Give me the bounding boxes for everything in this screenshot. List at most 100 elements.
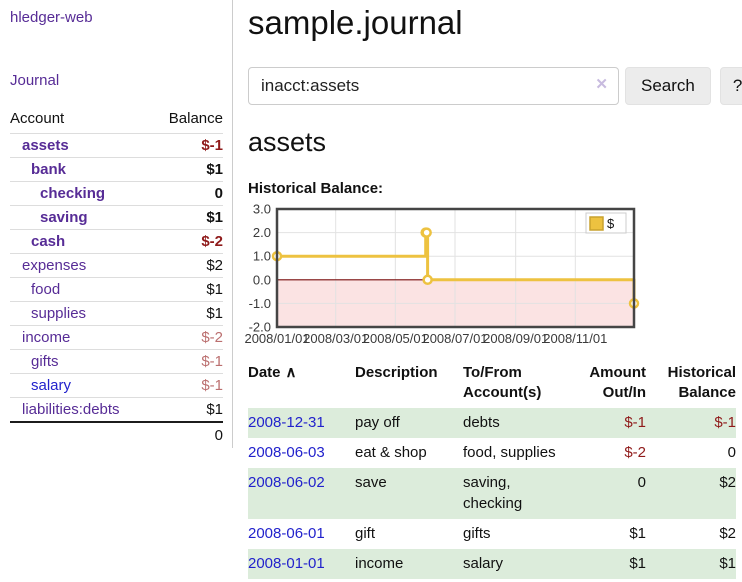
account-balance: 0: [214, 185, 223, 202]
transaction-amount: $1: [629, 554, 646, 572]
account-name-cell: saving: [10, 206, 152, 230]
transaction-date-link[interactable]: 2008-12-31: [248, 414, 325, 432]
app-brand-link[interactable]: hledger-web: [10, 9, 93, 26]
x-tick-label: 2008/07/01: [422, 331, 487, 346]
account-link-cash[interactable]: cash: [31, 233, 66, 250]
legend-label: $: [607, 216, 615, 231]
help-button[interactable]: ?: [719, 67, 742, 106]
account-balance: $1: [206, 209, 223, 226]
accounts-header-row: Account Balance: [10, 106, 223, 134]
account-link-assets[interactable]: assets: [22, 137, 69, 154]
historical-balance-chart[interactable]: $3.0 2.0 1.0 0.0 -1.0 -2.0 2008/01/01 2008/03/0…: [244, 201, 640, 349]
transaction-date-link[interactable]: 2008-06-03: [248, 443, 325, 461]
search-input[interactable]: [248, 67, 619, 106]
account-link-saving[interactable]: saving: [40, 209, 88, 226]
y-tick-label: 3.0: [253, 201, 271, 216]
account-row: salary $-1: [10, 373, 223, 398]
transaction-amount: $-2: [624, 443, 646, 461]
transaction-accounts: food, supplies: [463, 443, 556, 461]
data-point-marker[interactable]: [422, 274, 433, 285]
sort-ascending-icon: ∧: [285, 363, 297, 381]
account-link-food[interactable]: food: [31, 281, 61, 298]
account-name-cell: income: [10, 326, 152, 350]
register-header-description: Description: [355, 363, 438, 381]
account-name-cell: checking: [10, 182, 152, 206]
main-content: sample.journal ✕ Search ? assets Histori…: [244, 0, 742, 579]
transaction-balance: 0: [727, 443, 736, 461]
data-point-marker[interactable]: [421, 226, 432, 238]
account-balance: $2: [206, 257, 223, 274]
account-link-supplies[interactable]: supplies: [31, 305, 87, 322]
account-link-expenses[interactable]: expenses: [22, 257, 87, 274]
account-link-income[interactable]: income: [22, 329, 71, 346]
accounts-total-spacer: [10, 422, 152, 448]
accounts-header-balance: Balance: [168, 110, 223, 127]
transaction-amount: 0: [637, 473, 646, 491]
transaction-date-cell: 2008-06-03: [248, 438, 345, 468]
account-balance: $1: [206, 305, 223, 322]
accounts-header-account: Account: [10, 110, 65, 127]
clear-search-icon[interactable]: ✕: [595, 76, 608, 94]
transaction-balance: $2: [719, 525, 736, 543]
account-balance: $1: [206, 401, 223, 418]
account-balance: $-1: [201, 377, 223, 394]
account-balance: $-1: [201, 137, 223, 154]
account-row: liabilities:debts $1: [10, 397, 223, 423]
transaction-accounts: salary: [463, 554, 504, 572]
transaction-row[interactable]: 2008-06-01 gift gifts $1 $2: [248, 519, 736, 549]
transaction-date-link[interactable]: 2008-01-01: [248, 554, 325, 572]
transaction-date-cell: 2008-12-31: [248, 408, 345, 438]
account-row: checking 0: [10, 181, 223, 206]
legend-swatch: [589, 215, 604, 231]
account-name-cell: supplies: [10, 302, 152, 326]
balance-chart-svg[interactable]: $3.0 2.0 1.0 0.0 -1.0 -2.02008/01/012008/03/0…: [244, 201, 640, 349]
account-row: cash $-2: [10, 229, 223, 254]
account-link-salary[interactable]: salary: [31, 377, 72, 394]
register-header-accounts: To/From Account(s): [463, 363, 542, 401]
transaction-date-cell: 2008-06-02: [248, 468, 345, 520]
register-header-date-label: Date: [248, 363, 281, 381]
transaction-description: save: [355, 473, 387, 491]
account-link-gifts[interactable]: gifts: [31, 353, 59, 370]
y-tick-label: 0.0: [253, 272, 271, 287]
transaction-description: pay off: [355, 414, 400, 432]
x-tick-label: 2008/05/01: [363, 331, 428, 346]
register-table: Date ∧ Description To/From Account(s) Amo…: [248, 361, 736, 579]
y-tick-label: -1.0: [249, 296, 271, 311]
account-row: expenses $2: [10, 253, 223, 278]
transaction-row[interactable]: 2008-12-31 pay off debts $-1 $-1: [248, 408, 736, 438]
register-header-balance: Historical Balance: [667, 363, 736, 401]
account-heading: assets: [248, 127, 327, 158]
account-link-bank[interactable]: bank: [31, 161, 67, 178]
transaction-accounts: gifts: [463, 525, 491, 543]
transaction-date-link[interactable]: 2008-06-02: [248, 473, 325, 491]
chart-legend: $: [585, 212, 627, 234]
account-link-checking[interactable]: checking: [40, 185, 106, 202]
search-button[interactable]: Search: [625, 67, 711, 106]
x-tick-label: 2008/11/01: [543, 331, 607, 346]
sidebar-item-journal[interactable]: Journal: [10, 72, 60, 89]
transaction-accounts: saving, checking: [463, 473, 523, 513]
transaction-description: income: [355, 554, 404, 572]
account-row: supplies $1: [10, 301, 223, 326]
x-tick-label: 2008/09/01: [483, 331, 548, 346]
transaction-row[interactable]: 2008-06-02 save saving, checking 0 $2: [248, 467, 736, 520]
plot-border: [275, 207, 636, 328]
transaction-amount: $1: [629, 525, 646, 543]
account-name-cell: liabilities:debts: [10, 398, 152, 423]
transaction-date-cell: 2008-06-01: [248, 519, 345, 549]
account-name-cell: expenses: [10, 254, 152, 278]
transaction-date-link[interactable]: 2008-06-01: [248, 525, 325, 543]
search-row: ✕ Search ?: [248, 67, 742, 106]
account-name-cell: salary: [10, 374, 152, 398]
account-row: food $1: [10, 277, 223, 302]
transaction-accounts: debts: [463, 414, 500, 432]
register-header-date[interactable]: Date ∧: [248, 361, 345, 409]
account-balance: $-2: [201, 329, 223, 346]
account-row: income $-2: [10, 325, 223, 350]
register-header-amount: Amount Out/In: [589, 363, 646, 401]
transaction-row[interactable]: 2008-06-03 eat & shop food, supplies $-2 0: [248, 438, 736, 468]
transaction-row[interactable]: 2008-01-01 income salary $1 $1: [248, 548, 736, 579]
account-balance: $1: [206, 281, 223, 298]
account-link-liabilities-debts[interactable]: liabilities:debts: [22, 401, 120, 418]
